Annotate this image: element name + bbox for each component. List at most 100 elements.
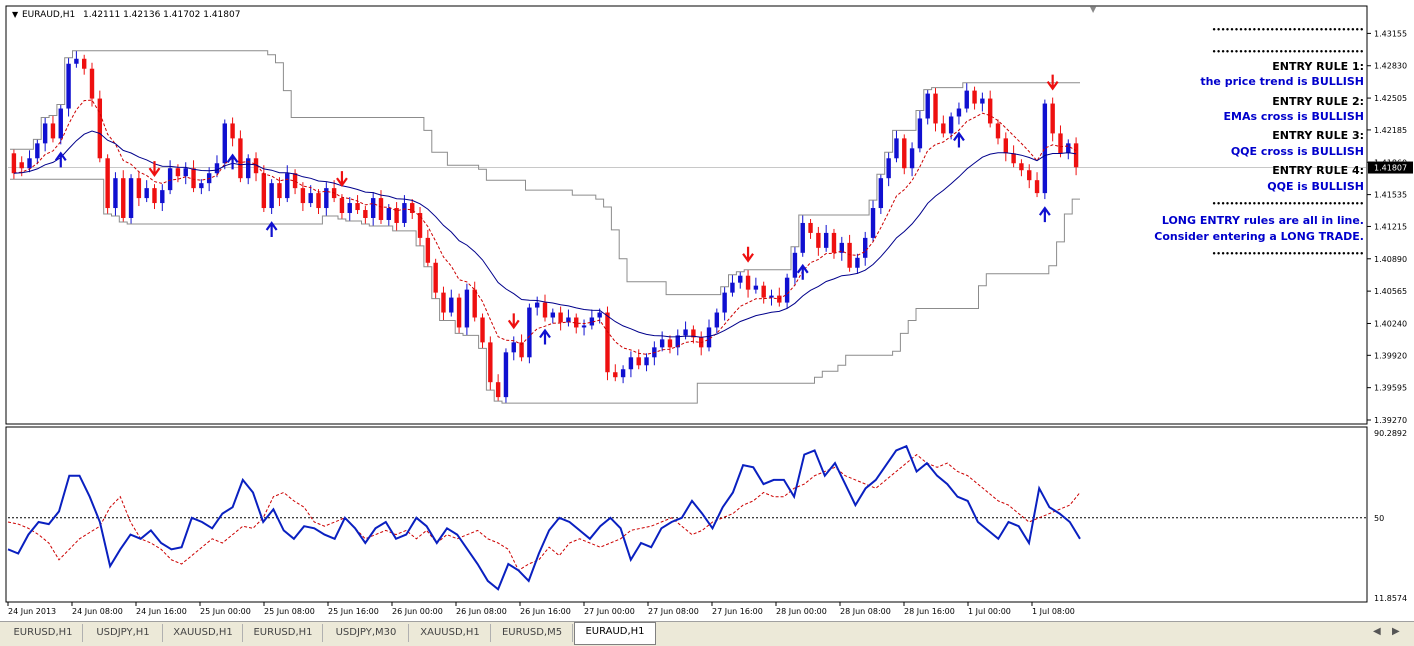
rule3-title: ENTRY RULE 3:: [1272, 129, 1364, 142]
candle-body: [386, 208, 391, 220]
candle-body: [167, 168, 173, 191]
chart-tab-bar: ◀ ▶ EURUSD,H1 USDJPY,H1 XAUUSD,H1 EURUSD,H1…: [0, 621, 1414, 646]
candle-body: [11, 153, 17, 174]
candle-body: [675, 335, 680, 348]
candle-body: [1034, 180, 1040, 194]
candle-body: [995, 123, 1001, 139]
sell-arrow-icon: [1046, 74, 1059, 91]
candle-body: [222, 123, 227, 164]
candle-body: [894, 138, 899, 159]
candle-body: [784, 277, 790, 303]
chart-tab[interactable]: USDJPY,H1: [84, 624, 163, 642]
candle-body: [1058, 133, 1063, 154]
candle-body: [58, 108, 63, 139]
sell-arrow-icon: [507, 313, 520, 330]
rule4-text: QQE is BULLISH: [1267, 180, 1364, 193]
buy-arrow-icon: [226, 153, 239, 170]
candle-body: [456, 297, 462, 328]
sell-arrow-icon: [148, 161, 161, 178]
dots-line: ••••••••••••••••••••••••••••••••••: [1212, 48, 1364, 56]
tab-scroll-left-icon[interactable]: ◀: [1373, 626, 1381, 637]
chart-tab[interactable]: EURAUD,H1: [574, 622, 656, 645]
buy-arrow-icon: [1038, 206, 1051, 223]
ohlc-label: 1.42111 1.42136 1.41702 1.41807: [83, 10, 240, 20]
candle-body: [659, 339, 665, 348]
chart-canvas[interactable]: ▼ EURAUD,H1 1.42111 1.42136 1.41702 1.41…: [0, 0, 1414, 621]
candle-body: [980, 98, 985, 104]
candle-body: [948, 116, 954, 134]
candle-body: [183, 168, 188, 177]
candle-body: [987, 98, 993, 124]
qqe-plot: [7, 444, 1366, 591]
candle-body: [1042, 103, 1048, 194]
chart-tab[interactable]: EURUSD,H1: [4, 624, 83, 642]
candle-body: [402, 203, 407, 223]
qqe-y-axis: 90.2892 50 11.8574: [1374, 429, 1407, 603]
candle-body: [925, 93, 930, 119]
candle-body: [769, 295, 774, 298]
candle-body: [27, 158, 32, 169]
candle-body: [136, 178, 142, 199]
tab-scroll-right-icon[interactable]: ▶: [1392, 626, 1400, 637]
x-tick-label: 28 Jun 08:00: [840, 607, 891, 616]
collapse-triangle-icon[interactable]: ▼: [12, 10, 19, 19]
chart-tab[interactable]: XAUUSD,H1: [410, 624, 491, 642]
x-tick-label: 24 Jun 16:00: [136, 607, 187, 616]
candle-body: [74, 58, 79, 64]
candle-body: [503, 352, 509, 398]
x-tick-label: 27 Jun 16:00: [712, 607, 763, 616]
candle-body: [1050, 103, 1055, 134]
price-plot: [8, 50, 1366, 404]
candle-body: [823, 232, 829, 248]
y-tick-label: 1.39270: [1374, 416, 1407, 425]
rule2-title: ENTRY RULE 2:: [1272, 95, 1364, 108]
qqe-signal-line: [7, 453, 1081, 572]
candle-body: [1003, 138, 1009, 154]
candle-body: [1066, 143, 1071, 154]
candle-body: [745, 275, 751, 290]
chart-tab[interactable]: EURUSD,H1: [244, 624, 323, 642]
chart-tab[interactable]: EURUSD,M5: [492, 624, 573, 642]
summary-line-2: Consider entering a LONG TRADE.: [1154, 230, 1364, 243]
candle-body: [644, 357, 649, 366]
candle-body: [620, 369, 626, 378]
rule3-text: QQE cross is BULLISH: [1231, 145, 1364, 158]
candle-body: [909, 148, 915, 169]
candle-body: [19, 162, 24, 169]
current-price-label: 1.41807: [1374, 164, 1407, 173]
candle-body: [808, 222, 813, 233]
candle-body: [628, 357, 634, 370]
entry-rules-panel: •••••••••••••••••••••••••••••••••• •••••…: [1154, 26, 1364, 258]
dots-line: ••••••••••••••••••••••••••••••••••: [1212, 250, 1364, 258]
x-tick-label: 27 Jun 00:00: [584, 607, 635, 616]
candle-body: [285, 173, 290, 199]
candle-body: [511, 342, 516, 353]
candle-body: [433, 262, 438, 293]
chart-tab[interactable]: XAUUSD,H1: [164, 624, 243, 642]
candle-body: [581, 325, 587, 328]
candle-body: [831, 232, 837, 253]
candle-body: [542, 302, 548, 318]
y-tick-label: 1.40890: [1374, 255, 1407, 264]
candle-body: [902, 138, 907, 169]
candle-body: [566, 317, 571, 323]
candle-body: [480, 317, 485, 343]
x-tick-label: 26 Jun 00:00: [392, 607, 443, 616]
shift-marker-icon[interactable]: ▼: [1090, 5, 1097, 14]
candle-body: [550, 312, 556, 318]
candle-body: [855, 257, 860, 268]
candle-body: [246, 158, 251, 179]
ema-fast-line: [13, 99, 1077, 355]
candle-body: [605, 312, 610, 373]
price-y-axis: 1.431551.428301.425051.421851.418601.415…: [1367, 29, 1413, 425]
candle-body: [308, 193, 313, 204]
buy-arrow-icon: [953, 131, 965, 148]
candle-body: [574, 317, 579, 328]
chart-tab[interactable]: USDJPY,M30: [324, 624, 409, 642]
rule1-title: ENTRY RULE 1:: [1272, 60, 1364, 73]
candle-body: [417, 213, 423, 238]
candle-body: [839, 242, 844, 253]
candle-body: [128, 178, 134, 218]
x-tick-label: 25 Jun 08:00: [264, 607, 315, 616]
candle-body: [152, 188, 157, 204]
